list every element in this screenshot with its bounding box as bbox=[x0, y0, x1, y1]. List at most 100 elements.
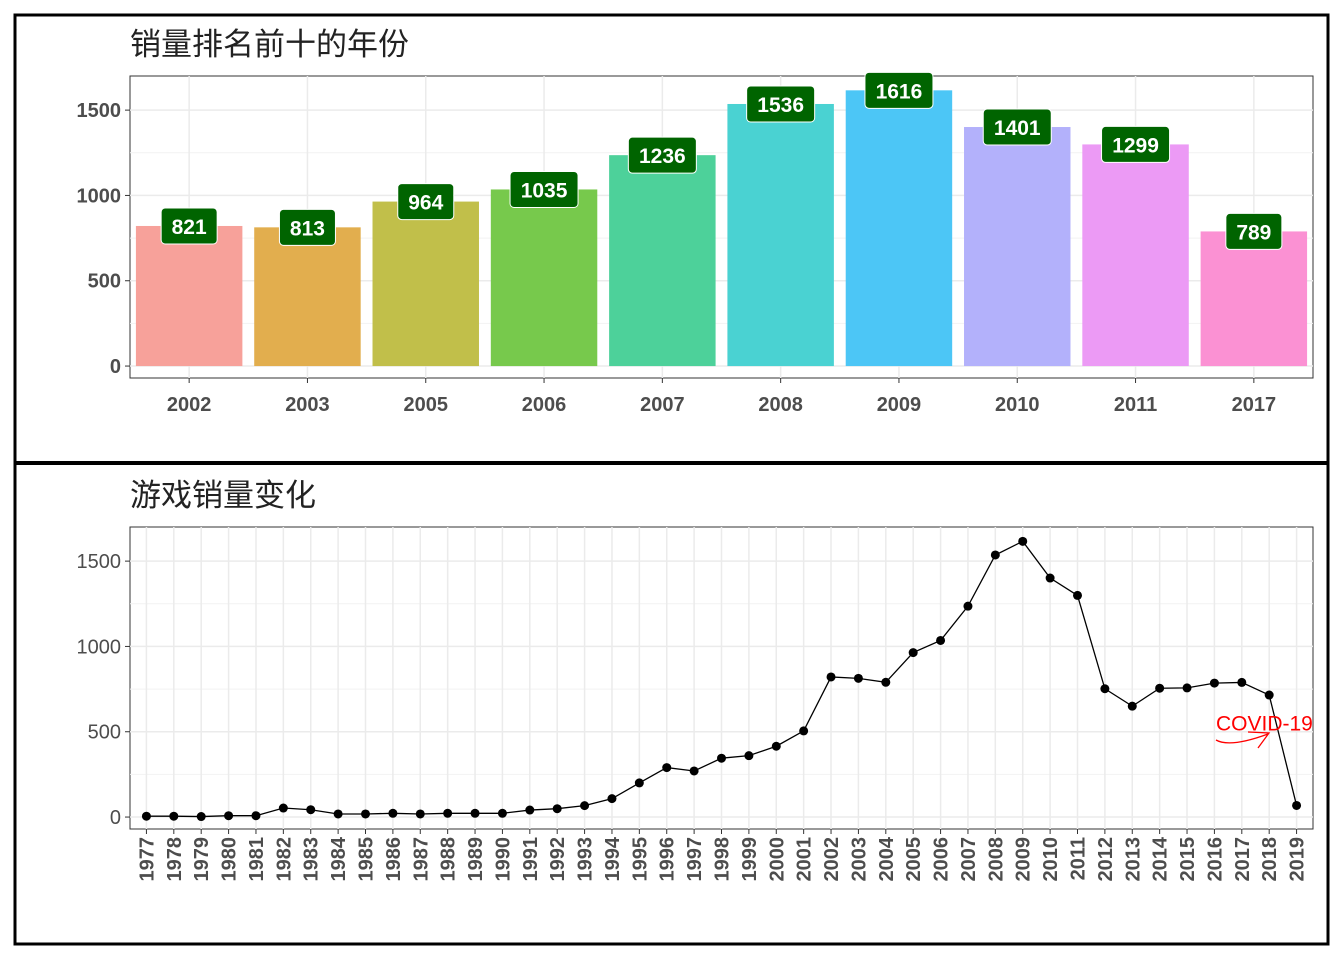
x-tick-label: 2010 bbox=[995, 394, 1040, 416]
x-tick-label: 2001 bbox=[794, 837, 816, 882]
point-1988 bbox=[443, 808, 453, 818]
data-label-box bbox=[746, 85, 816, 123]
x-tick-label: 2015 bbox=[1177, 837, 1199, 882]
x-tick-label: 1979 bbox=[191, 837, 213, 882]
x-tick-label: 1987 bbox=[410, 837, 432, 882]
x-tick-label: 1985 bbox=[356, 837, 378, 882]
figure-border bbox=[13, 13, 1330, 946]
x-tick-label: 1981 bbox=[246, 837, 268, 882]
point-1981 bbox=[251, 811, 261, 821]
point-2014 bbox=[1155, 683, 1165, 693]
data-label: 789 bbox=[1236, 221, 1271, 244]
point-1992 bbox=[552, 804, 562, 814]
x-tick-label: 1995 bbox=[629, 837, 651, 882]
point-1982 bbox=[278, 803, 288, 813]
x-tick-label: 1988 bbox=[438, 837, 460, 882]
x-tick-label: 2017 bbox=[1232, 394, 1277, 416]
point-1991 bbox=[525, 805, 535, 815]
x-tick-label: 2016 bbox=[1204, 837, 1226, 882]
x-tick-label: 2006 bbox=[522, 394, 567, 416]
data-label-box bbox=[278, 208, 336, 246]
data-label: 813 bbox=[290, 217, 325, 240]
data-label: 1536 bbox=[757, 94, 804, 117]
data-label: 821 bbox=[172, 216, 207, 239]
y-tick-label: 1500 bbox=[77, 551, 122, 573]
point-1996 bbox=[662, 763, 672, 773]
x-tick-label: 2017 bbox=[1232, 837, 1254, 882]
point-1999 bbox=[744, 751, 754, 761]
x-tick-label: 2003 bbox=[848, 837, 870, 882]
x-tick-label: 2009 bbox=[1013, 837, 1035, 882]
data-label: 1236 bbox=[639, 145, 686, 168]
covid-annotation: COVID-19 bbox=[1216, 713, 1313, 736]
point-2000 bbox=[771, 741, 781, 751]
point-1979 bbox=[196, 812, 206, 822]
y-tick-label: 500 bbox=[88, 722, 121, 744]
data-label-box bbox=[864, 71, 934, 109]
bar-2011 bbox=[1082, 144, 1189, 367]
point-2016 bbox=[1209, 678, 1219, 688]
x-tick-label: 1982 bbox=[273, 837, 295, 882]
x-tick-label: 2002 bbox=[821, 837, 843, 882]
point-1987 bbox=[415, 809, 425, 819]
point-1977 bbox=[141, 811, 151, 821]
x-tick-label: 2007 bbox=[640, 394, 685, 416]
y-tick-label: 1000 bbox=[77, 636, 122, 658]
point-2005 bbox=[908, 648, 918, 658]
x-tick-label: 1996 bbox=[657, 837, 679, 882]
point-2017 bbox=[1237, 677, 1247, 687]
x-tick-label: 2010 bbox=[1040, 837, 1062, 882]
bar-2002 bbox=[135, 225, 243, 367]
x-tick-label: 2014 bbox=[1150, 836, 1172, 881]
y-tick-label: 0 bbox=[110, 807, 121, 829]
bar-2017 bbox=[1200, 231, 1308, 367]
x-tick-label: 1990 bbox=[492, 837, 514, 882]
x-tick-label: 1998 bbox=[712, 837, 734, 882]
point-1989 bbox=[470, 808, 480, 818]
point-2001 bbox=[799, 726, 809, 736]
bar-2007 bbox=[609, 155, 716, 367]
data-label-box bbox=[1225, 212, 1283, 250]
point-1984 bbox=[333, 809, 343, 819]
x-tick-label: 1977 bbox=[136, 837, 158, 882]
y-tick-label: 1000 bbox=[77, 185, 122, 207]
x-tick-label: 1978 bbox=[164, 837, 186, 882]
x-tick-label: 2018 bbox=[1259, 837, 1281, 882]
x-tick-label: 1997 bbox=[684, 837, 706, 882]
x-tick-label: 2008 bbox=[985, 837, 1007, 882]
point-2003 bbox=[853, 673, 863, 683]
data-label-box bbox=[627, 136, 697, 174]
point-2013 bbox=[1127, 701, 1137, 711]
data-label-box bbox=[982, 108, 1052, 146]
point-2004 bbox=[881, 677, 891, 687]
point-2009 bbox=[1018, 536, 1028, 546]
point-1997 bbox=[689, 766, 699, 776]
x-tick-label: 2011 bbox=[1114, 394, 1157, 416]
x-tick-label: 2005 bbox=[903, 837, 925, 882]
data-label-box bbox=[1101, 125, 1171, 163]
data-label: 1299 bbox=[1112, 134, 1159, 157]
point-2008 bbox=[990, 550, 1000, 560]
x-tick-label: 1989 bbox=[465, 837, 487, 882]
bar-chart-title: 销量排名前十的年份 bbox=[130, 27, 409, 63]
y-tick-label: 0 bbox=[110, 356, 121, 378]
point-2002 bbox=[826, 672, 836, 682]
point-1993 bbox=[580, 801, 590, 811]
point-1995 bbox=[634, 778, 644, 788]
x-tick-label: 2003 bbox=[285, 394, 330, 416]
x-tick-label: 1983 bbox=[301, 837, 323, 882]
x-tick-label: 2019 bbox=[1287, 837, 1309, 882]
point-1994 bbox=[607, 794, 617, 804]
x-tick-label: 1986 bbox=[383, 837, 405, 882]
x-tick-label: 1992 bbox=[547, 837, 569, 882]
point-2018 bbox=[1264, 690, 1274, 700]
x-tick-label: 2009 bbox=[877, 394, 922, 416]
y-tick-label: 1500 bbox=[77, 100, 122, 122]
line-chart-title: 游戏销量变化 bbox=[130, 478, 316, 514]
bar-2009 bbox=[845, 90, 953, 367]
x-tick-label: 2006 bbox=[931, 837, 953, 882]
point-1990 bbox=[497, 808, 507, 818]
x-tick-label: 2011 bbox=[1067, 837, 1089, 880]
x-tick-label: 2008 bbox=[758, 394, 803, 416]
